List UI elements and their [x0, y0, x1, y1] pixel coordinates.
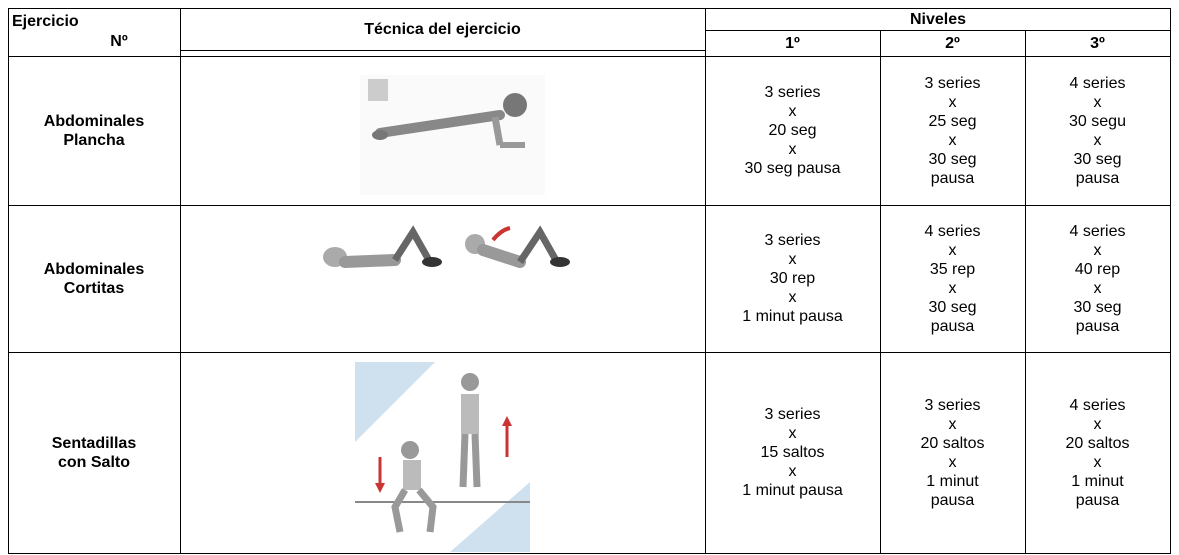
level-line: 30 seg — [1073, 150, 1122, 168]
plank-illustration — [360, 75, 545, 195]
level-line: x — [788, 425, 797, 442]
level-line: 1 minut pausa — [742, 308, 843, 325]
level-line: x — [788, 103, 797, 120]
level-line: 1 minut — [926, 472, 979, 490]
level-cell: 4 series x 30 segu x 30 seg pausa — [1025, 56, 1170, 205]
border — [8, 352, 1171, 353]
level-line: 1 minut — [1071, 472, 1124, 490]
level-line: 20 seg — [768, 122, 817, 139]
level-line: 20 saltos — [920, 434, 985, 452]
level-cell: 3 series x 30 rep x 1 minut pausa — [705, 205, 880, 352]
level-line: 35 rep — [929, 260, 976, 278]
level-line: x — [1093, 93, 1102, 111]
border — [880, 30, 881, 554]
border — [705, 30, 1171, 31]
border — [1025, 30, 1026, 554]
level-line: 3 series — [924, 74, 981, 92]
border — [8, 205, 1171, 206]
level-line: x — [948, 279, 957, 297]
name-line: Abdominales — [43, 112, 145, 130]
level-line: 4 series — [1069, 222, 1126, 240]
level-cell: 3 series x 20 saltos x 1 minut pausa — [880, 352, 1025, 553]
level-line: 30 rep — [769, 270, 816, 287]
level-line: 30 segu — [1069, 112, 1126, 130]
level-line: 1 minut pausa — [742, 482, 843, 499]
level-line: 20 saltos — [1065, 434, 1130, 452]
level-line: x — [1093, 415, 1102, 433]
level-line: x — [948, 453, 957, 471]
header-text: Nº — [110, 33, 128, 50]
level-line: x — [788, 289, 797, 306]
border — [1170, 8, 1171, 554]
jump-squat-illustration — [355, 362, 530, 552]
level-cell: 3 series x 20 seg x 30 seg pausa — [705, 56, 880, 205]
level-line: 30 seg — [928, 150, 977, 168]
name-line: Sentadillas — [51, 434, 137, 452]
exercise-name: Abdominales Plancha — [8, 56, 180, 205]
level-line: 25 seg — [928, 112, 977, 130]
level-line: x — [788, 141, 797, 158]
level-line: pausa — [930, 491, 975, 509]
level-line: pausa — [930, 169, 975, 187]
name-line: Plancha — [63, 131, 125, 149]
level-line: 3 series — [764, 232, 821, 249]
level-line: 3 series — [924, 396, 981, 414]
levels-header: Niveles — [909, 10, 967, 28]
level-line: pausa — [930, 317, 975, 335]
exercise-name: Abdominales Cortitas — [8, 205, 180, 352]
level-line: x — [1093, 241, 1102, 259]
exercise-name: Sentadillas con Salto — [8, 352, 180, 553]
level-line: x — [948, 415, 957, 433]
level-line: 3 series — [764, 406, 821, 423]
level-line: 4 series — [1069, 74, 1126, 92]
name-line: Cortitas — [63, 279, 125, 297]
border — [180, 50, 705, 51]
level-line: x — [948, 93, 957, 111]
level-line: 4 series — [924, 222, 981, 240]
header-text: Ejercicio — [12, 13, 79, 30]
level-line: x — [1093, 279, 1102, 297]
level-line: x — [1093, 453, 1102, 471]
name-line: con Salto — [57, 453, 130, 471]
level-label: 1º — [785, 34, 800, 52]
border — [705, 8, 706, 554]
level-line: x — [788, 463, 797, 480]
level-line: x — [948, 131, 957, 149]
name-line: Abdominales — [43, 260, 145, 278]
level-line: pausa — [1075, 169, 1120, 187]
level-cell: 4 series x 40 rep x 30 seg pausa — [1025, 205, 1170, 352]
level-line: 40 rep — [1074, 260, 1121, 278]
level-line: 30 seg — [1073, 298, 1122, 316]
border — [8, 553, 1171, 554]
technique-header: Técnica del ejercicio — [364, 20, 521, 38]
level-label: 2º — [945, 34, 960, 52]
exercise-header: Ejercicio Nº — [8, 8, 180, 56]
level-label: 3º — [1090, 34, 1105, 52]
level-line: 4 series — [1069, 396, 1126, 414]
crunch-illustration — [323, 225, 570, 268]
level-line: 3 series — [764, 84, 821, 101]
level-cell: 4 series x 35 rep x 30 seg pausa — [880, 205, 1025, 352]
level-cell: 3 series x 15 saltos x 1 minut pausa — [705, 352, 880, 553]
border — [180, 8, 181, 554]
level-line: x — [788, 251, 797, 268]
level-line: x — [948, 241, 957, 259]
level-line: 30 seg — [928, 298, 977, 316]
level-line: 15 saltos — [760, 444, 825, 461]
border — [8, 8, 9, 554]
level-line: 30 seg pausa — [744, 160, 841, 177]
border — [8, 8, 1171, 9]
border — [8, 56, 1171, 57]
level-line: pausa — [1075, 491, 1120, 509]
level-cell: 4 series x 20 saltos x 1 minut pausa — [1025, 352, 1170, 553]
level-line: x — [1093, 131, 1102, 149]
level-cell: 3 series x 25 seg x 30 seg pausa — [880, 56, 1025, 205]
level-line: pausa — [1075, 317, 1120, 335]
